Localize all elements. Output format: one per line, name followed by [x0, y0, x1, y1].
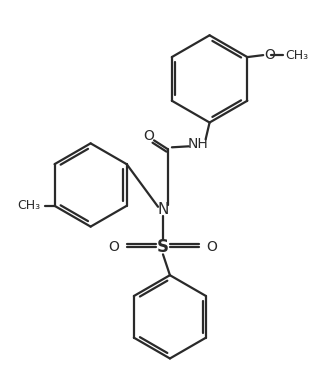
Text: N: N: [157, 202, 169, 217]
Text: O: O: [109, 240, 119, 254]
Text: S: S: [157, 238, 169, 257]
Text: CH₃: CH₃: [285, 49, 308, 61]
Text: CH₃: CH₃: [17, 199, 41, 212]
Text: O: O: [144, 130, 155, 143]
Text: NH: NH: [187, 137, 208, 151]
Text: O: O: [264, 48, 275, 62]
Text: O: O: [207, 240, 217, 254]
